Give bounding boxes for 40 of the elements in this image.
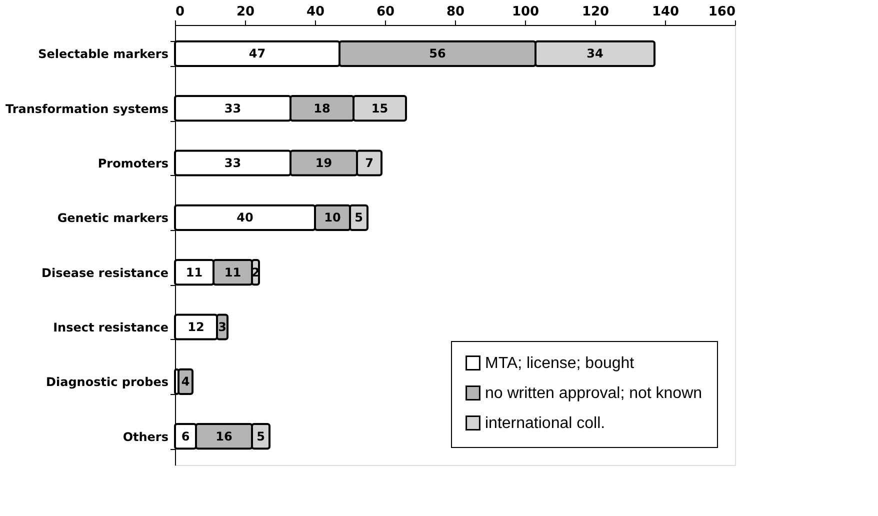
y-tick-label: Disease resistance (42, 266, 168, 280)
data-label: 19 (315, 156, 332, 170)
y-tick-label: Selectable markers (38, 47, 168, 62)
y-tick-label: Insect resistance (53, 320, 168, 334)
y-tick-label: Promoters (98, 156, 168, 171)
data-label: 11 (186, 265, 203, 280)
data-label: 15 (371, 101, 388, 116)
data-label: 34 (586, 46, 604, 61)
x-tick-label: 140 (652, 4, 680, 20)
data-label: 11 (224, 265, 242, 280)
x-tick-label: 60 (376, 4, 395, 20)
data-label: 33 (224, 101, 242, 116)
data-label: 18 (314, 101, 330, 116)
data-label: 5 (354, 210, 363, 225)
y-tick-label: Diagnostic probes (46, 375, 168, 390)
x-tick-label: 80 (446, 4, 465, 20)
legend-label: no written approval; not known (485, 385, 702, 402)
legend-label: international coll. (485, 415, 606, 432)
data-label: 16 (216, 429, 232, 444)
x-tick-label: 160 (708, 4, 736, 20)
data-label: 6 (181, 429, 190, 444)
data-label: 3 (218, 320, 226, 334)
y-tick-label: Transformation systems (6, 102, 168, 116)
data-label: 33 (224, 156, 242, 170)
y-tick-label: Genetic markers (57, 211, 168, 226)
x-tick-label: 100 (512, 4, 540, 20)
data-label: 7 (365, 156, 374, 170)
data-label: 10 (324, 210, 341, 225)
x-tick-label: 120 (582, 4, 610, 20)
data-label: 47 (248, 46, 266, 61)
data-label: 4 (181, 374, 190, 389)
data-label: 40 (236, 210, 254, 225)
x-tick-label: 0 (176, 4, 185, 20)
y-tick-label: Others (122, 430, 168, 444)
data-label: 5 (256, 429, 265, 444)
legend-label: MTA; license; bought (485, 355, 635, 372)
x-tick-label: 40 (306, 4, 325, 20)
data-label: 12 (188, 320, 204, 334)
x-tick-label: 20 (236, 4, 255, 20)
data-label: 56 (429, 46, 446, 61)
